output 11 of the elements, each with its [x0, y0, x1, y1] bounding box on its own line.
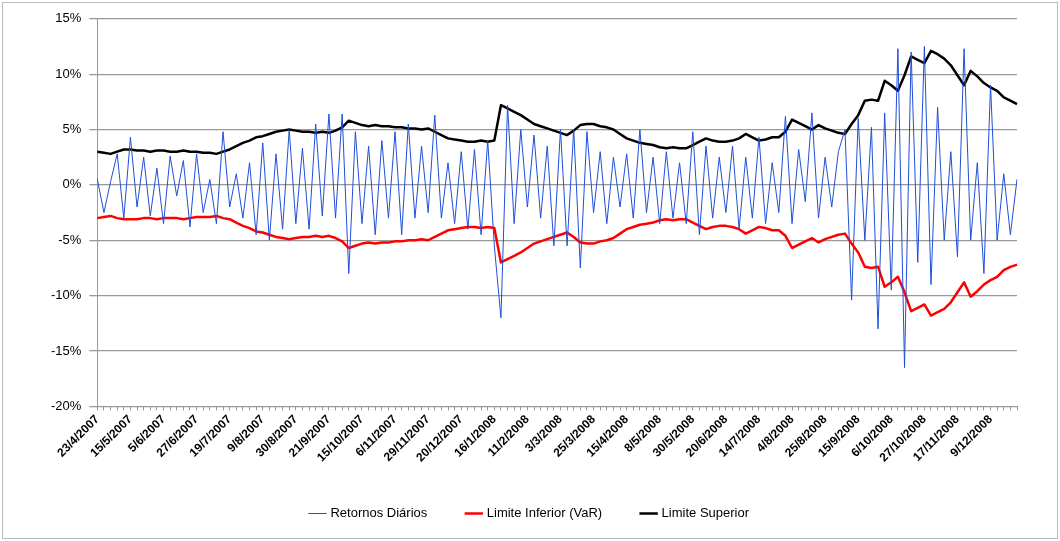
y-tick-label: -20%: [50, 397, 82, 413]
legend-label: Limite Superior: [661, 505, 750, 521]
y-tick-label: 15%: [55, 10, 82, 26]
y-tick-label: 10%: [55, 65, 82, 81]
legend-label: Retornos Diários: [330, 505, 428, 521]
y-tick-label: 5%: [62, 121, 82, 137]
y-tick-label: 0%: [62, 176, 82, 192]
y-tick-label: -5%: [58, 231, 82, 247]
legend-label: Limite Inferior (VaR): [486, 505, 603, 521]
y-tick-label: -10%: [50, 287, 82, 303]
y-tick-label: -15%: [50, 342, 82, 358]
